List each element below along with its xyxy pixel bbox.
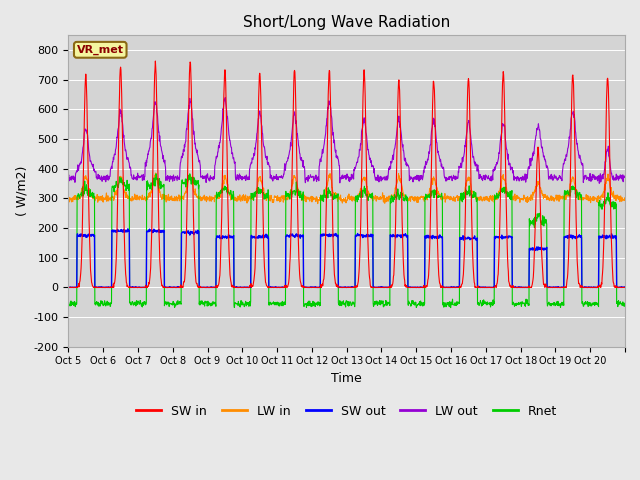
LW in [333,191,340,196]
LW in [478,198,486,204]
Rnet [478,302,486,308]
Text: VR_met: VR_met [77,45,124,55]
Line: LW out: LW out [68,97,625,183]
SW in [152,58,159,64]
LW out [152,101,159,107]
Line: LW in: LW in [68,173,625,204]
SW out [478,285,486,290]
SW out [65,285,72,290]
LW in [152,170,159,176]
SW out [65,284,72,290]
SW in [614,285,621,290]
SW in [559,285,567,290]
SW in [65,285,72,290]
Rnet [152,171,160,177]
Legend: SW in, LW in, SW out, LW out, Rnet: SW in, LW in, SW out, LW out, Rnet [131,400,562,423]
LW out [595,180,603,186]
LW out [559,160,567,166]
LW in [560,194,568,200]
SW in [152,65,159,71]
SW out [322,231,330,237]
LW out [322,131,330,136]
LW out [332,155,340,160]
SW in [332,283,340,288]
X-axis label: Time: Time [332,372,362,385]
LW in [152,171,159,177]
SW in [478,285,486,290]
SW out [333,233,340,239]
Line: SW in: SW in [68,61,625,288]
Rnet [621,303,628,309]
SW out [124,226,132,232]
Line: Rnet: Rnet [68,174,625,308]
LW out [614,175,622,181]
LW in [322,185,330,191]
LW in [621,195,628,201]
SW out [614,285,622,290]
SW out [621,284,628,290]
LW out [221,95,229,100]
Rnet [152,175,159,180]
Line: SW out: SW out [68,229,625,288]
SW out [152,228,160,233]
Rnet [447,305,454,311]
Y-axis label: ( W/m2): ( W/m2) [15,166,28,216]
Rnet [560,302,568,308]
Rnet [65,299,72,304]
Rnet [322,192,330,198]
LW in [65,196,72,202]
LW in [614,193,622,199]
SW in [621,285,628,290]
LW out [621,175,628,180]
LW out [478,177,486,182]
LW out [65,174,72,180]
Rnet [614,302,622,308]
SW in [322,231,330,237]
Rnet [332,192,340,198]
SW out [560,285,568,290]
LW in [314,201,321,206]
Title: Short/Long Wave Radiation: Short/Long Wave Radiation [243,15,451,30]
